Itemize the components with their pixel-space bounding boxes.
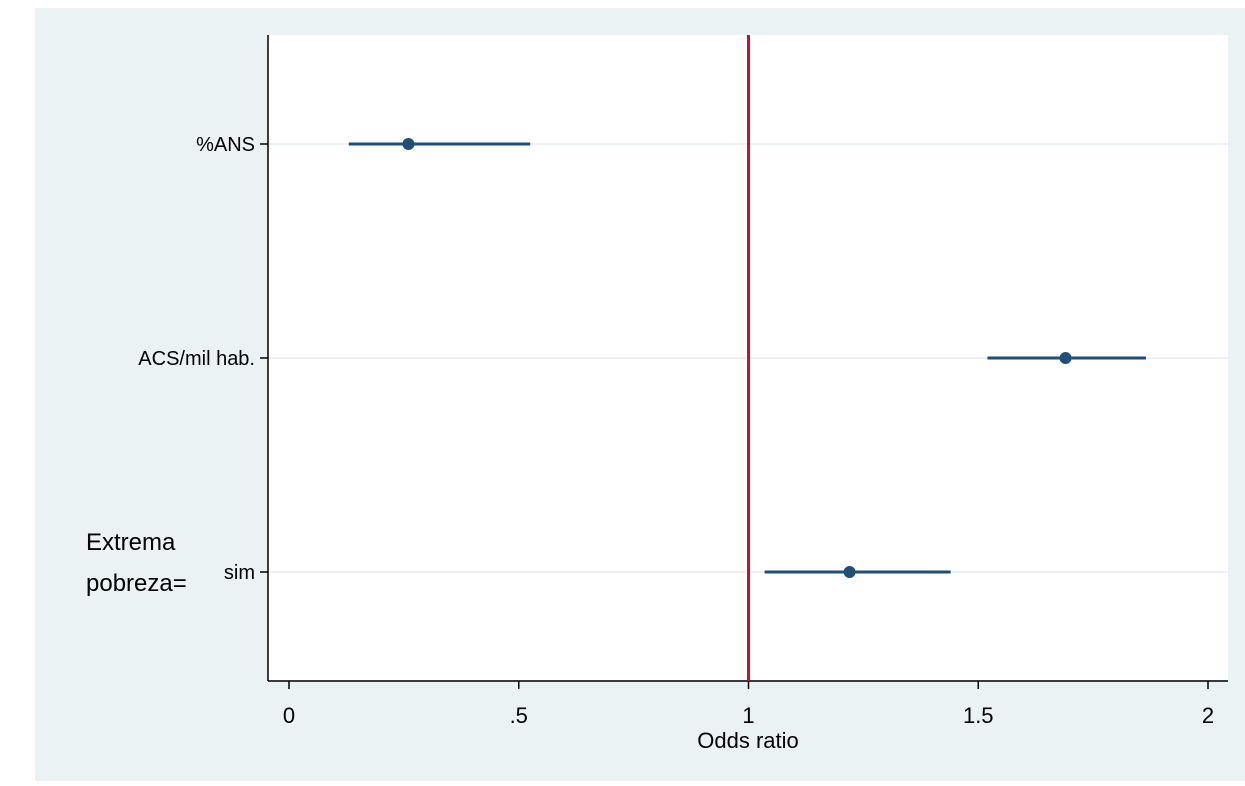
group-label-line1: Extrema (86, 529, 176, 556)
x-tick-label: 1 (742, 703, 754, 728)
y-ticks: %ANS ACS/mil hab. sim Extrema pobreza= (86, 134, 268, 597)
x-tick-label: 2 (1202, 703, 1214, 728)
data-points (348, 138, 1146, 578)
group-label-line2: pobreza= (86, 570, 187, 597)
x-ticks: 0 .5 1 1.5 2 (283, 681, 1214, 728)
x-axis-label: Odds ratio (697, 728, 799, 753)
x-tick-label: .5 (510, 703, 528, 728)
point-estimate (843, 566, 856, 578)
x-tick-label: 0 (283, 703, 295, 728)
y-tick-label: sim (224, 562, 255, 584)
y-tick-label: %ANS (196, 134, 255, 156)
point-estimate (402, 138, 415, 150)
point-estimate (1059, 352, 1072, 364)
y-tick-label: ACS/mil hab. (138, 348, 255, 370)
x-tick-label: 1.5 (963, 703, 994, 728)
